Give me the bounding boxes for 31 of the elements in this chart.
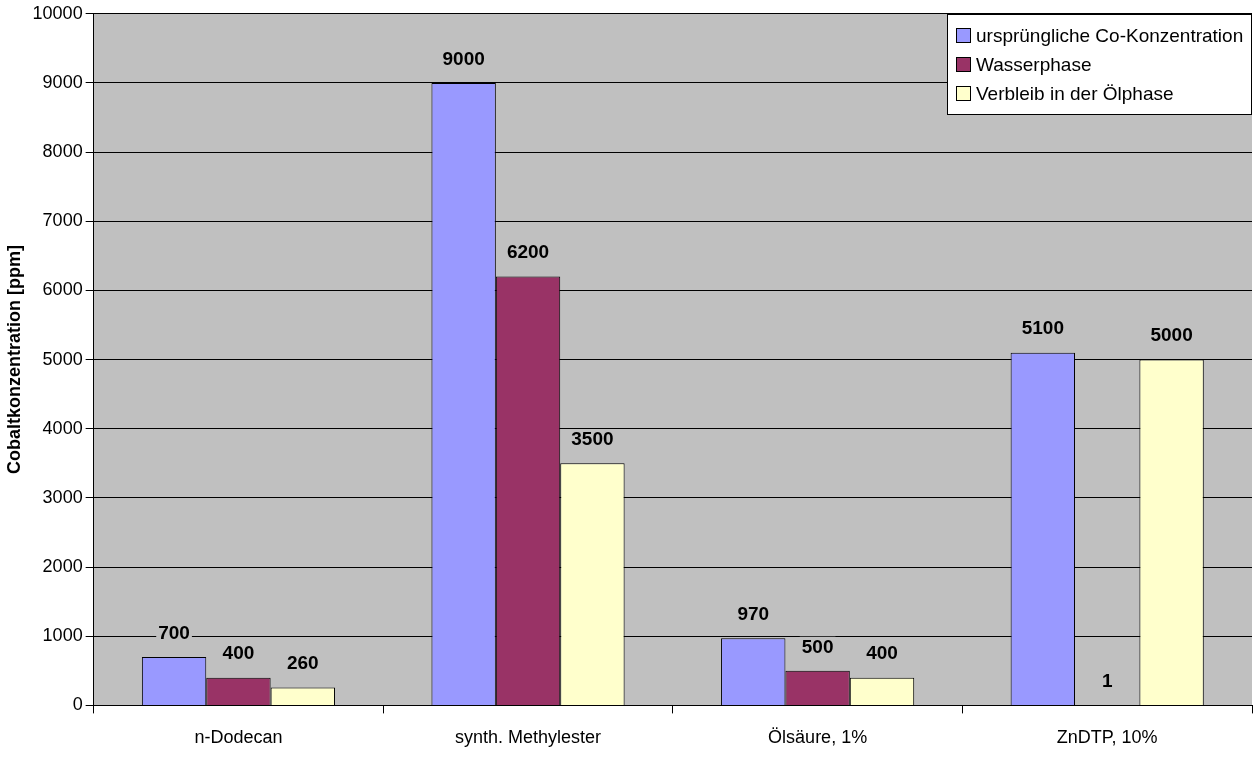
y-tick-label: 0 [72, 694, 83, 715]
y-tick-label: 1000 [42, 625, 83, 646]
legend-label: Wasserphase [976, 52, 1092, 77]
data-label: 500 [801, 635, 834, 657]
y-tick-label: 2000 [42, 556, 83, 577]
y-tick-label: 3000 [42, 486, 83, 507]
x-tick-label: synth. Methylester [455, 727, 602, 748]
data-label: 6200 [506, 241, 550, 263]
y-tick-label: 4000 [42, 417, 83, 438]
y-tick-label: 6000 [42, 279, 83, 300]
legend-label: Verbleib in der Ölphase [976, 81, 1174, 106]
data-label: 700 [158, 621, 190, 643]
data-label: 5100 [1021, 317, 1064, 339]
data-label: 400 [222, 642, 255, 664]
data-label: 3500 [571, 428, 614, 450]
data-label: 970 [737, 603, 770, 625]
y-tick-label: 10000 [32, 2, 83, 23]
data-label: 5000 [1150, 324, 1193, 346]
data-label: 400 [866, 642, 898, 664]
x-tick-label: n-Dodecan [194, 727, 283, 748]
data-label: 9000 [442, 47, 485, 69]
y-tick-label: 7000 [42, 210, 83, 231]
y-tick-label: 5000 [42, 348, 83, 369]
x-tick-label: ZnDTP, 10% [1056, 727, 1158, 748]
legend-label: ursprüngliche Co-Konzentration [976, 23, 1244, 48]
y-axis-title: Cobaltkonzentration [ppm] [3, 245, 24, 475]
data-label: 1 [1101, 670, 1113, 692]
data-label: 260 [286, 652, 319, 674]
y-tick-label: 9000 [42, 71, 83, 92]
y-tick-label: 8000 [42, 141, 83, 162]
x-tick-label: Ölsäure, 1% [768, 727, 868, 748]
